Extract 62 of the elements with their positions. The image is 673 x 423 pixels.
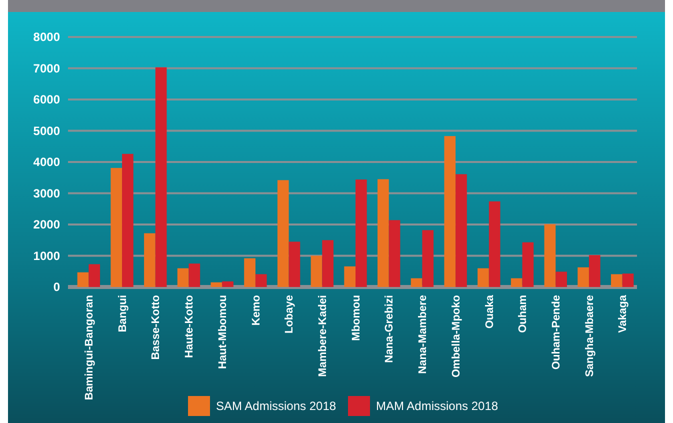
- x-tick-label: Mbomou: [350, 295, 362, 341]
- y-tick-label: 6000: [33, 92, 60, 107]
- legend-label: SAM Admissions 2018: [216, 399, 336, 414]
- bar: [510, 278, 522, 287]
- bar: [610, 274, 622, 287]
- x-tick-label: Ouham: [517, 294, 530, 333]
- bar: [110, 168, 122, 287]
- bar: [422, 230, 434, 287]
- bar: [544, 224, 556, 287]
- x-tick-label: Kemo: [250, 294, 262, 326]
- bar: [388, 220, 400, 287]
- y-tick-label: 5000: [33, 124, 60, 138]
- bar: [578, 267, 589, 287]
- bar: [288, 242, 300, 287]
- y-tick-label: 1000: [33, 248, 60, 263]
- bar: [378, 179, 389, 287]
- bar: [122, 154, 134, 287]
- bar: [478, 268, 489, 287]
- x-tick-label: Ouham-Pende: [550, 295, 562, 370]
- bar: [255, 274, 267, 287]
- bar: [322, 240, 334, 287]
- y-tick-label: 7000: [33, 61, 60, 76]
- bar: [77, 272, 89, 287]
- y-tick-label: 4000: [33, 155, 60, 170]
- x-tick-label: Bangui: [116, 295, 129, 332]
- y-tick-label: 8000: [33, 30, 60, 44]
- bar: [410, 278, 422, 287]
- x-tick-label: Ouaka: [484, 294, 496, 329]
- bar: [277, 180, 289, 287]
- bar: [488, 201, 500, 287]
- bar: [88, 264, 100, 287]
- x-tick-label: Haute-Kotto: [184, 294, 196, 358]
- y-tick-label: 2000: [33, 218, 60, 232]
- legend-label: MAM Admissions 2018: [376, 399, 498, 414]
- x-tick-label: Vakaga: [617, 294, 630, 333]
- bar: [456, 174, 467, 287]
- x-tick-label: Nana-Grebizi: [384, 295, 396, 363]
- bar: [144, 233, 156, 287]
- bar: [155, 67, 167, 287]
- bar: [356, 180, 367, 287]
- bar: [222, 281, 234, 287]
- bar: [188, 264, 200, 287]
- y-tick-label: 3000: [33, 186, 60, 200]
- x-tick-label: Basse-Kotto: [150, 294, 162, 360]
- x-tick-label: Bamingui-Bangoran: [84, 294, 96, 400]
- bar: [177, 268, 189, 287]
- bar: [556, 272, 567, 287]
- bar: [210, 282, 222, 287]
- x-tick-label: Sangha-Mbaere: [584, 295, 596, 377]
- x-tick-label: Mambere-Kadei: [316, 295, 329, 377]
- y-tick-label: 0: [53, 280, 60, 294]
- bar: [310, 256, 322, 287]
- bar: [244, 258, 256, 287]
- x-tick-label: Nana-Mambere: [417, 295, 430, 374]
- x-tick-label: Haut-Mbomou: [216, 295, 229, 369]
- bar: [622, 274, 634, 287]
- bar: [444, 136, 456, 287]
- bar: [588, 255, 600, 287]
- bar: [522, 242, 534, 287]
- x-tick-label: Ombella-Mpoko: [450, 294, 462, 378]
- bar: [344, 266, 356, 287]
- x-tick-label: Lobaye: [284, 295, 296, 334]
